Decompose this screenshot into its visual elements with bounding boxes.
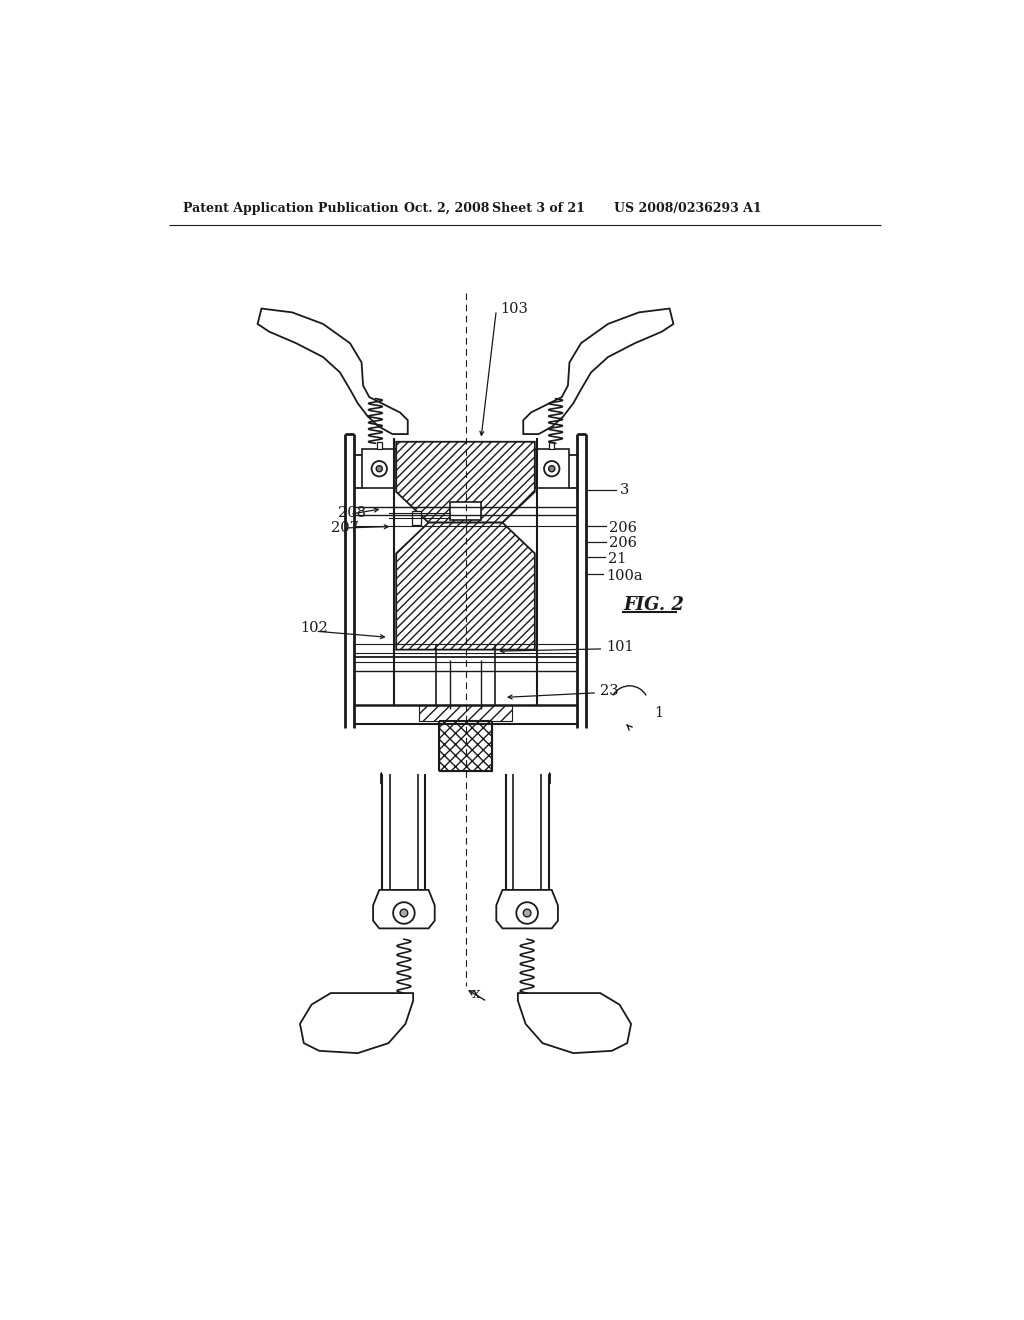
Text: 23: 23 (600, 684, 618, 698)
Bar (377, 442, 382, 449)
Text: Sheet 3 of 21: Sheet 3 of 21 (493, 202, 586, 215)
Text: 206: 206 (609, 536, 638, 550)
Text: US 2008/0236293 A1: US 2008/0236293 A1 (614, 202, 762, 215)
Text: 3: 3 (620, 483, 629, 496)
Text: 206: 206 (609, 521, 638, 535)
Text: 1: 1 (654, 706, 664, 719)
Text: 21: 21 (608, 552, 627, 566)
Bar (412, 511, 421, 525)
Text: x: x (472, 987, 480, 1001)
Circle shape (372, 461, 387, 477)
Circle shape (549, 466, 555, 471)
Bar (362, 449, 396, 488)
Polygon shape (497, 890, 558, 928)
Polygon shape (396, 523, 535, 649)
Circle shape (516, 903, 538, 924)
Bar (535, 449, 568, 488)
Bar (451, 502, 481, 520)
Polygon shape (373, 890, 435, 928)
Bar (550, 442, 554, 449)
Circle shape (393, 903, 415, 924)
Text: 101: 101 (606, 640, 634, 655)
Polygon shape (396, 442, 535, 523)
Text: 102: 102 (300, 622, 328, 635)
Text: 100a: 100a (606, 569, 643, 582)
Text: 208: 208 (339, 506, 367, 520)
Polygon shape (300, 993, 413, 1053)
Polygon shape (523, 309, 674, 434)
Text: 207: 207 (331, 521, 358, 535)
Text: Patent Application Publication: Patent Application Publication (183, 202, 398, 215)
Polygon shape (419, 705, 512, 721)
Circle shape (400, 909, 408, 917)
Polygon shape (258, 309, 408, 434)
Polygon shape (518, 993, 631, 1053)
Circle shape (544, 461, 559, 477)
Text: 103: 103 (500, 301, 528, 315)
Circle shape (523, 909, 531, 917)
Circle shape (376, 466, 382, 471)
Text: Oct. 2, 2008: Oct. 2, 2008 (403, 202, 489, 215)
Text: FIG. 2: FIG. 2 (624, 597, 684, 614)
Polygon shape (438, 721, 493, 771)
